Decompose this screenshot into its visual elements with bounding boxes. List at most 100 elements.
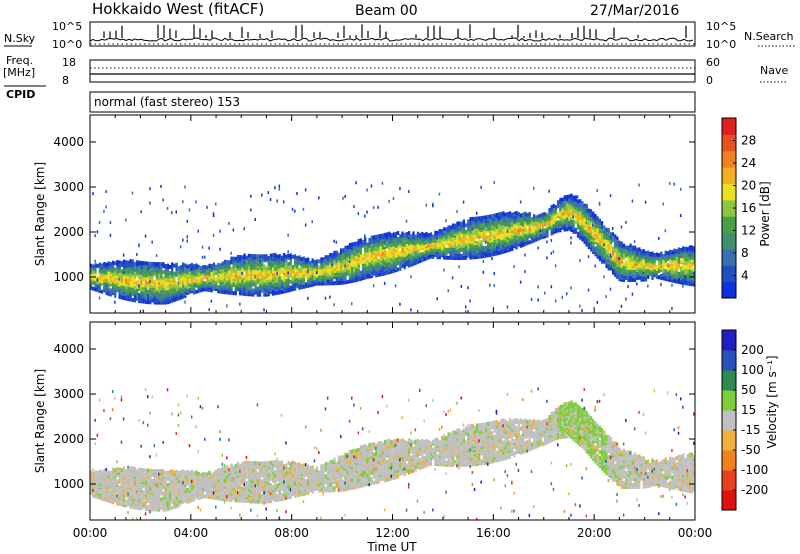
heatmap-cell (616, 256, 619, 261)
heatmap-cell (118, 489, 121, 494)
heatmap-cell (469, 229, 472, 234)
heatmap-cell (381, 251, 384, 256)
heatmap-cell (473, 241, 476, 246)
scatter-echo (144, 512, 147, 516)
scatter-echo (636, 282, 638, 286)
heatmap-cell (565, 225, 569, 230)
heatmap-cell (116, 479, 119, 484)
heatmap-cell (364, 237, 367, 242)
heatmap-cell (136, 292, 139, 297)
scatter-echo (136, 517, 138, 521)
heatmap-cell (125, 469, 128, 474)
heatmap-cell (535, 227, 538, 232)
heatmap-cell (199, 282, 202, 287)
heatmap-cell (120, 269, 123, 274)
heatmap-cell (296, 270, 299, 275)
heatmap-cell (666, 255, 669, 260)
heatmap-cell (296, 282, 299, 287)
scatter-echo (644, 200, 647, 204)
heatmap-cell (107, 261, 110, 266)
heatmap-cell (179, 482, 183, 487)
heatmap-cell (173, 296, 176, 300)
heatmap-cell (140, 299, 143, 304)
heatmap-cell (636, 247, 639, 252)
heatmap-cell (561, 213, 564, 218)
heatmap-cell (98, 264, 101, 269)
heatmap-cell (581, 205, 584, 210)
heatmap-cell (638, 265, 641, 270)
heatmap-cell (629, 255, 632, 260)
heatmap-cell (103, 479, 106, 484)
heatmap-cell (383, 255, 387, 260)
heatmap-cell (473, 253, 476, 258)
heatmap-cell (144, 293, 147, 298)
scatter-echo (155, 453, 158, 457)
heatmap-cell (164, 507, 167, 512)
scatter-echo (436, 297, 438, 301)
heatmap-cell (368, 262, 371, 267)
heatmap-cell (136, 491, 139, 496)
scatter-echo (287, 233, 289, 237)
heatmap-cell (261, 262, 264, 267)
heatmap-cell (131, 259, 134, 264)
heatmap-cell (530, 227, 533, 232)
heatmap-cell (122, 470, 126, 475)
heatmap-cell (335, 271, 338, 275)
scatter-echo (596, 189, 599, 193)
heatmap-cell (315, 263, 319, 268)
heatmap-cell (147, 468, 150, 473)
heatmap-cell (633, 273, 637, 278)
heatmap-cell (291, 254, 294, 259)
heatmap-cell (219, 289, 222, 294)
heatmap-cell (568, 206, 571, 211)
heatmap-cell (144, 504, 147, 509)
heatmap-cell (92, 477, 95, 482)
heatmap-cell (107, 277, 110, 282)
heatmap-cell (392, 266, 395, 271)
heatmap-cell (169, 275, 172, 280)
heatmap-cell (193, 268, 196, 273)
heatmap-cell (414, 256, 417, 261)
heatmap-cell (166, 499, 169, 504)
heatmap-cell (285, 278, 288, 283)
scatter-echo (92, 468, 94, 471)
scatter-echo (609, 194, 612, 198)
heatmap-cell (682, 266, 685, 271)
heatmap-cell (535, 215, 538, 220)
heatmap-cell (188, 278, 191, 282)
heatmap-cell (443, 245, 446, 250)
heatmap-cell (517, 222, 520, 227)
heatmap-cell (570, 211, 573, 216)
scatter-echo (149, 280, 151, 284)
heatmap-cell (359, 276, 362, 281)
heatmap-cell (98, 284, 101, 289)
heatmap-cell (107, 265, 110, 270)
heatmap-cell (116, 501, 119, 506)
heatmap-cell (177, 481, 180, 486)
heatmap-cell (96, 470, 99, 475)
heatmap-cell (169, 291, 172, 296)
heatmap-cell (223, 272, 226, 276)
heatmap-cell (278, 290, 281, 295)
heatmap-cell (353, 252, 356, 257)
heatmap-cell (574, 201, 577, 206)
heatmap-cell (129, 482, 132, 487)
heatmap-cell (166, 267, 169, 272)
heatmap-cell (427, 239, 430, 244)
heatmap-cell (241, 255, 244, 260)
heatmap-cell (197, 278, 200, 283)
heatmap-cell (583, 235, 586, 240)
heatmap-cell (392, 258, 395, 263)
heatmap-cell (254, 254, 257, 259)
heatmap-cell (171, 284, 174, 289)
heatmap-cell (381, 243, 384, 248)
heatmap-cell (612, 268, 615, 273)
heatmap-cell (559, 197, 562, 202)
heatmap-cell (179, 283, 183, 288)
heatmap-cell (688, 277, 691, 282)
heatmap-cell (151, 468, 154, 473)
scatter-echo (304, 223, 307, 227)
heatmap-cell (344, 260, 347, 264)
heatmap-cell (171, 469, 174, 474)
heatmap-cell (241, 281, 244, 286)
